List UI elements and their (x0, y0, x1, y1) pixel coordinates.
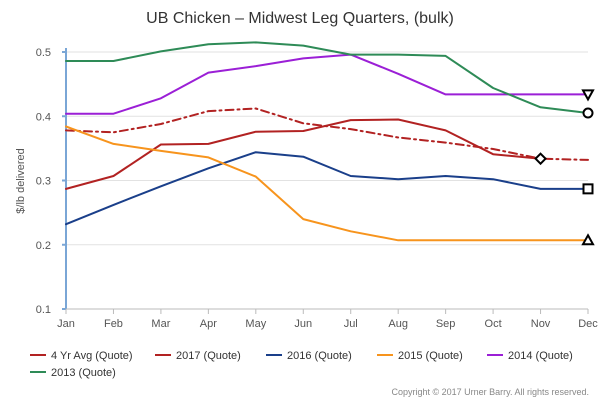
x-tick-label: Mar (151, 318, 170, 330)
y-tick-label: 0.4 (36, 111, 51, 123)
chart-title: UB Chicken – Midwest Leg Quarters, (bulk… (146, 10, 454, 27)
y-tick-label: 0.5 (36, 47, 51, 59)
credit-text: Copyright © 2017 Urner Barry. All rights… (391, 387, 589, 397)
x-tick-label: Sep (436, 318, 456, 330)
y-axis-title: $/lb delivered (15, 148, 27, 213)
x-tick-label: Apr (200, 318, 217, 330)
legend: 4 Yr Avg (Quote) 2017 (Quote) 2016 (Quote)… (30, 350, 573, 379)
series-end-markers (534, 89, 595, 246)
legend-label: 2014 (Quote) (508, 350, 573, 362)
series-line-5 (65, 41, 589, 114)
series-lines (65, 41, 589, 242)
y-tick-label: 0.1 (36, 304, 51, 316)
legend-label: 4 Yr Avg (Quote) (51, 350, 133, 362)
square-marker (582, 183, 594, 195)
y-tick-label: 0.3 (36, 176, 51, 188)
legend-label: 2013 (Quote) (51, 367, 116, 379)
y-tick-label: 0.2 (36, 240, 51, 252)
diamond-marker (534, 152, 547, 166)
grid-lines (66, 51, 588, 310)
x-tick-label: Oct (485, 318, 502, 330)
x-tick-label: Jan (57, 318, 75, 330)
legend-label: 2017 (Quote) (176, 350, 241, 362)
series-line-2 (65, 151, 589, 226)
series-line-1 (65, 118, 542, 190)
x-tick-label: Jun (294, 318, 312, 330)
axes: 0.1 0.2 0.3 0.4 0.5 Jan Feb Mar Apr May Jun Jul Aug S… (36, 47, 599, 330)
x-tick-label: Jul (344, 318, 358, 330)
x-tick-label: Aug (388, 318, 408, 330)
legend-label: 2016 (Quote) (287, 350, 352, 362)
triangle-down-marker (581, 89, 595, 102)
series-line-3 (65, 125, 589, 242)
x-tick-label: Feb (104, 318, 123, 330)
triangle-up-marker (581, 233, 595, 246)
circle-marker (582, 107, 594, 119)
series-line-4 (65, 53, 589, 115)
x-tick-label: May (245, 318, 266, 330)
x-tick-label: Dec (578, 318, 598, 330)
legend-label: 2015 (Quote) (398, 350, 463, 362)
x-tick-label: Nov (531, 318, 551, 330)
